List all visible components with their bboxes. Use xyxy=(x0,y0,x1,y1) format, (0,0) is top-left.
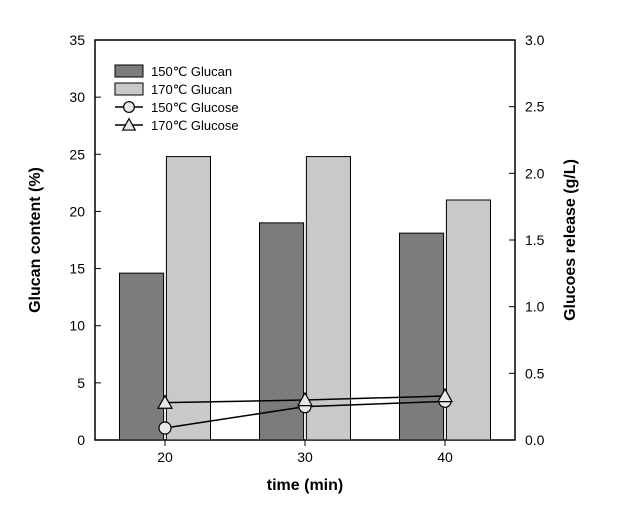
yright-tick-label: 3.0 xyxy=(525,32,545,48)
yright-tick-label: 0.5 xyxy=(525,365,545,381)
yleft-tick-label: 10 xyxy=(69,318,85,334)
bar xyxy=(120,273,164,440)
chart-container: 0 5 10 15 20 25 30 35 0.0 0.5 1.0 1.5 2.0 2.5 3.0 20 30 4… xyxy=(0,0,618,528)
yleft-tick-label: 30 xyxy=(69,89,85,105)
yleft-tick-label: 5 xyxy=(77,375,85,391)
yleft-tick-label: 25 xyxy=(69,146,85,162)
x-tick-label: 20 xyxy=(157,449,173,465)
line-marker-circle xyxy=(159,422,171,434)
x-tick-label: 30 xyxy=(297,449,313,465)
yright-tick-label: 1.5 xyxy=(525,232,545,248)
yright-tick-label: 1.0 xyxy=(525,299,545,315)
legend-label: 150℃ Glucan xyxy=(151,64,232,79)
yleft-tick-label: 35 xyxy=(69,32,85,48)
legend-swatch-bar xyxy=(115,65,143,77)
line-marker-circle xyxy=(124,102,135,113)
bar xyxy=(446,200,490,440)
yright-tick-label: 2.0 xyxy=(525,165,545,181)
x-tick-label: 40 xyxy=(437,449,453,465)
legend-swatch-bar xyxy=(115,83,143,95)
yright-tick-label: 0.0 xyxy=(525,432,545,448)
yleft-axis-label: Glucan content (%) xyxy=(27,167,44,313)
yleft-tick-label: 15 xyxy=(69,261,85,277)
chart-svg: 0 5 10 15 20 25 30 35 0.0 0.5 1.0 1.5 2.0 2.5 3.0 20 30 4… xyxy=(0,0,618,528)
legend-label: 170℃ Glucan xyxy=(151,82,232,97)
legend-label: 170℃ Glucose xyxy=(151,118,239,133)
bar xyxy=(306,157,350,440)
bar xyxy=(400,233,444,440)
yright-tick-label: 2.5 xyxy=(525,99,545,115)
yleft-tick-label: 20 xyxy=(69,203,85,219)
x-axis-label: time (min) xyxy=(267,477,343,494)
yright-axis-label: Glucoes release (g/L) xyxy=(562,159,579,321)
bar xyxy=(166,157,210,440)
legend-label: 150℃ Glucose xyxy=(151,100,239,115)
yleft-tick-label: 0 xyxy=(77,432,85,448)
